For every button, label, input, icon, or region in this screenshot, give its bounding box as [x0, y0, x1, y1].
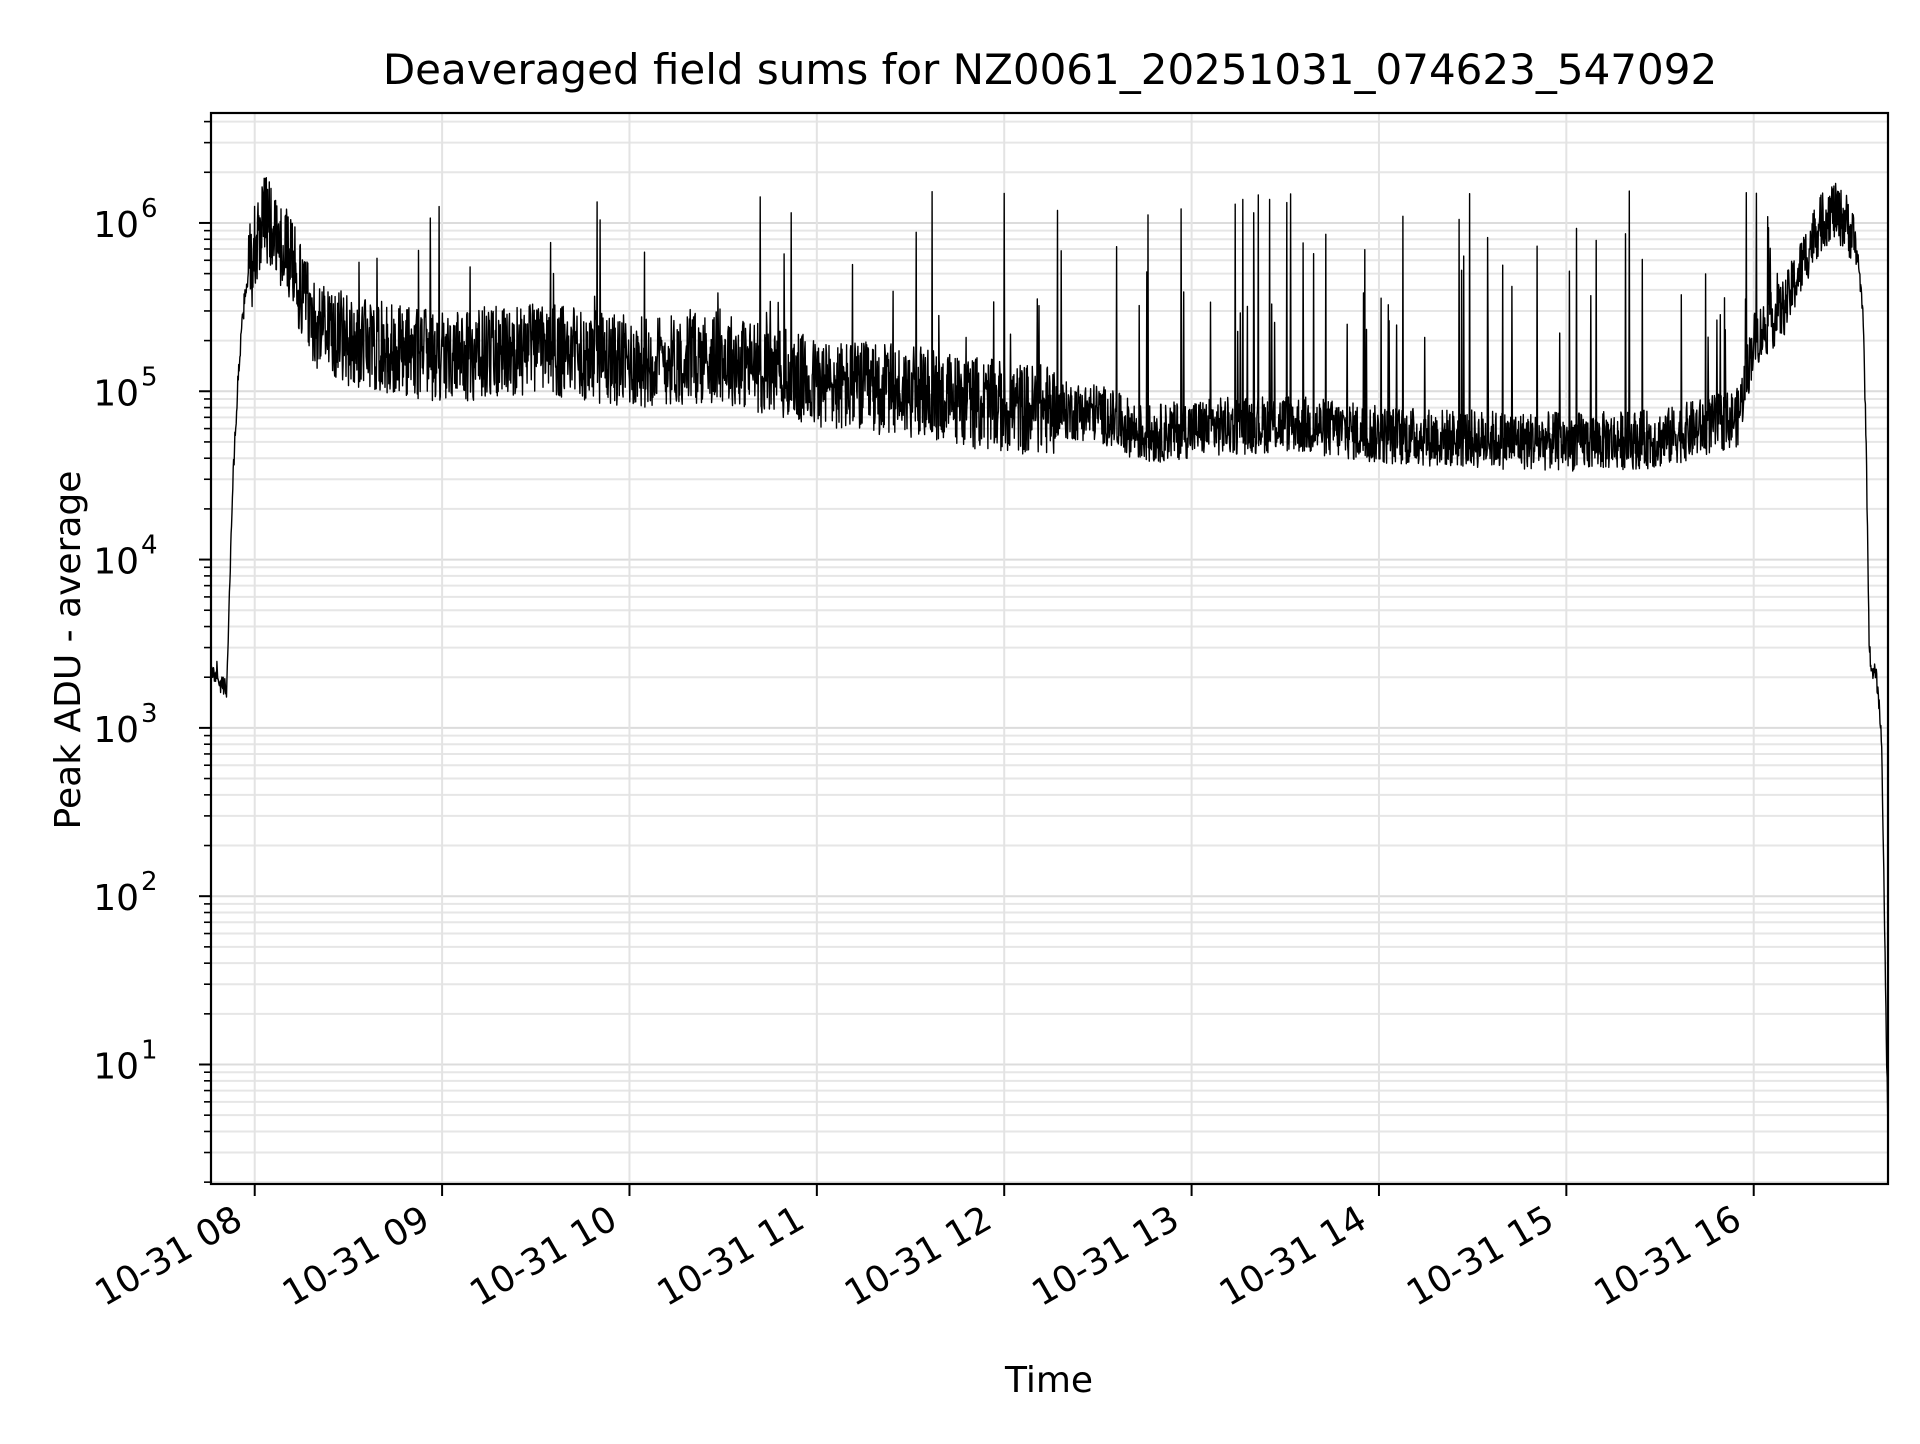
- y-tick-label-exponent: 1: [141, 1036, 158, 1066]
- plot-area: [211, 177, 1888, 1133]
- plot-frame: [209, 111, 1890, 1186]
- x-axis-label: Time: [1004, 1360, 1093, 1401]
- y-tick-label: 10: [93, 373, 139, 414]
- y-tick-label: 10: [93, 542, 139, 583]
- chart-title: Deaveraged field sums for NZ0061_2025103…: [383, 45, 1717, 94]
- y-tick-label-exponent: 2: [141, 867, 158, 897]
- y-axis-label: Peak ADU - average: [48, 471, 89, 830]
- y-tick-label: 10: [93, 710, 139, 751]
- series-line: [211, 177, 1888, 1133]
- y-tick-label-exponent: 4: [141, 531, 158, 561]
- y-tick-label-exponent: 3: [141, 699, 158, 729]
- y-tick-label: 10: [93, 878, 139, 919]
- y-tick-label: 10: [93, 1047, 139, 1088]
- y-tick-label-exponent: 5: [141, 362, 158, 392]
- y-tick-label-exponent: 6: [141, 194, 158, 224]
- y-tick-label: 10: [93, 205, 139, 246]
